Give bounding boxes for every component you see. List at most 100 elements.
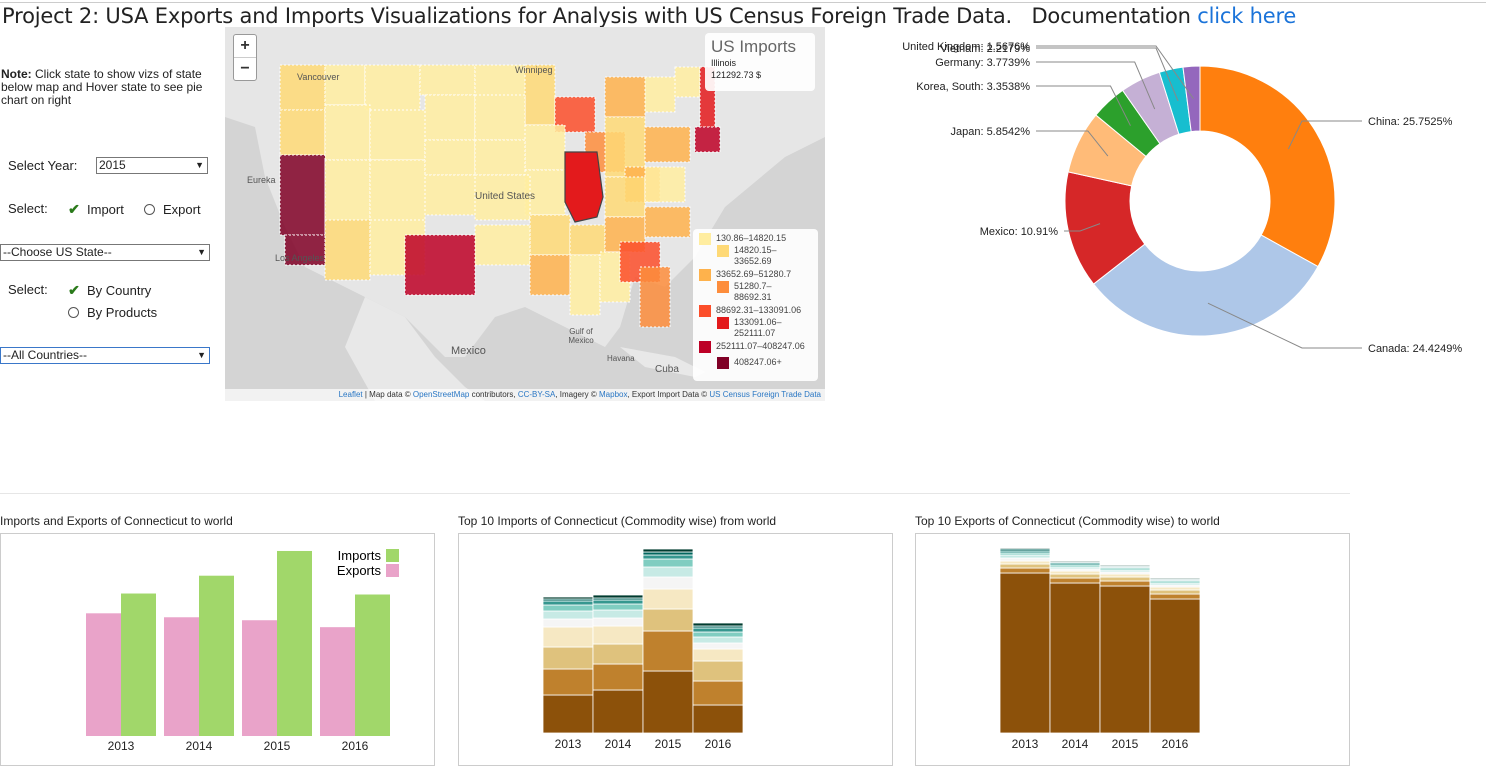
state-region[interactable] [424, 174, 476, 216]
stack-segment[interactable] [1149, 577, 1201, 580]
state-region[interactable] [644, 206, 691, 238]
stack-segment[interactable] [592, 643, 644, 665]
stack-segment[interactable] [999, 572, 1051, 734]
stack-segment[interactable] [592, 689, 644, 734]
state-region[interactable] [474, 224, 531, 266]
stack-segment[interactable] [1099, 580, 1151, 587]
state-region[interactable] [279, 64, 326, 111]
pie-slice[interactable] [1092, 234, 1319, 337]
stack-segment[interactable] [1099, 564, 1151, 567]
state-region[interactable] [524, 169, 566, 216]
stack-segment[interactable] [542, 646, 594, 670]
stack-segment[interactable] [692, 704, 744, 734]
pie-slice[interactable] [1182, 65, 1201, 133]
stack-segment[interactable] [592, 599, 644, 605]
exports-bar[interactable] [164, 617, 199, 736]
stack-segment[interactable] [999, 567, 1051, 574]
stack-segment[interactable] [999, 547, 1051, 550]
state-region[interactable] [369, 109, 426, 161]
stack-segment[interactable] [692, 642, 744, 650]
state-region[interactable] [644, 166, 686, 203]
state-region[interactable] [569, 254, 601, 316]
mapbox-link[interactable]: Mapbox [599, 390, 628, 399]
stack-segment[interactable] [999, 557, 1051, 562]
state-region[interactable] [569, 224, 606, 256]
stack-segment[interactable] [1049, 577, 1101, 584]
stack-segment[interactable] [1149, 589, 1201, 595]
stack-segment[interactable] [592, 663, 644, 691]
stack-segment[interactable] [692, 622, 744, 627]
stack-segment[interactable] [542, 604, 594, 612]
state-region[interactable] [424, 139, 476, 176]
stack-segment[interactable] [542, 626, 594, 648]
state-region[interactable] [419, 64, 476, 96]
stack-segment[interactable] [1049, 573, 1101, 579]
stack-segment[interactable] [999, 563, 1051, 569]
imports-bar[interactable] [355, 594, 390, 736]
country-select[interactable]: --All Countries-- ▼ [0, 347, 210, 364]
stack-segment[interactable] [692, 680, 744, 706]
stack-segment[interactable] [1049, 582, 1101, 734]
state-region[interactable] [644, 76, 676, 113]
stack-segment[interactable] [1099, 576, 1151, 582]
state-select[interactable]: --Choose US State-- ▼ [0, 244, 210, 261]
exports-bar[interactable] [242, 620, 277, 736]
imports-bar[interactable] [277, 550, 312, 736]
state-region[interactable] [474, 64, 526, 96]
by-products-radio[interactable]: By Products [66, 305, 157, 320]
stack-segment[interactable] [642, 551, 694, 556]
imports-bar[interactable] [199, 575, 234, 736]
stack-segment[interactable] [692, 648, 744, 662]
stack-segment[interactable] [999, 554, 1051, 559]
stack-segment[interactable] [1149, 586, 1201, 591]
stack-segment[interactable] [1099, 573, 1151, 578]
year-select[interactable]: 2015 ▼ [96, 157, 208, 174]
state-region[interactable] [284, 234, 326, 266]
stack-segment[interactable] [1099, 585, 1151, 734]
stack-segment[interactable] [1149, 593, 1201, 600]
stack-segment[interactable] [542, 694, 594, 734]
documentation-link[interactable]: click here [1197, 4, 1297, 28]
state-region[interactable] [369, 159, 426, 221]
stack-segment[interactable] [692, 627, 744, 633]
state-region[interactable] [694, 126, 721, 153]
stack-segment[interactable] [642, 566, 694, 578]
choropleth-map[interactable]: + − Vancouver Winnipeg Eureka Los Angele… [225, 27, 825, 401]
stack-segment[interactable] [542, 618, 594, 628]
state-region[interactable] [404, 234, 476, 296]
state-region[interactable] [324, 159, 371, 221]
exports-bar[interactable] [320, 627, 355, 736]
state-region[interactable] [474, 139, 526, 176]
stack-segment[interactable] [642, 554, 694, 560]
state-region[interactable] [424, 94, 476, 141]
state-region[interactable] [604, 176, 646, 218]
export-radio[interactable]: Export [142, 202, 201, 217]
stack-segment[interactable] [642, 608, 694, 632]
stack-segment[interactable] [592, 609, 644, 619]
census-link[interactable]: US Census Foreign Trade Data [709, 390, 821, 399]
state-region[interactable] [524, 124, 566, 171]
stack-segment[interactable] [692, 636, 744, 644]
stack-segment[interactable] [642, 548, 694, 553]
stack-segment[interactable] [642, 576, 694, 590]
state-region[interactable] [324, 64, 366, 106]
stack-segment[interactable] [542, 596, 594, 600]
stack-segment[interactable] [542, 600, 594, 606]
stack-segment[interactable] [592, 625, 644, 645]
stack-segment[interactable] [592, 617, 644, 627]
state-region[interactable] [604, 76, 646, 118]
state-region[interactable] [529, 214, 571, 256]
state-region[interactable] [324, 219, 371, 281]
cc-link[interactable]: CC-BY-SA [517, 390, 556, 399]
import-radio[interactable]: ✔ Import [67, 201, 124, 218]
state-region[interactable] [279, 154, 326, 236]
osm-link[interactable]: OpenStreetMap [412, 390, 470, 399]
zoom-in-button[interactable]: + [240, 37, 250, 54]
stack-segment[interactable] [642, 588, 694, 610]
state-region[interactable] [474, 94, 526, 141]
stack-segment[interactable] [642, 630, 694, 672]
state-region[interactable] [644, 126, 691, 163]
stack-segment[interactable] [592, 594, 644, 599]
stack-segment[interactable] [542, 610, 594, 620]
leaflet-link[interactable]: Leaflet [338, 390, 363, 399]
